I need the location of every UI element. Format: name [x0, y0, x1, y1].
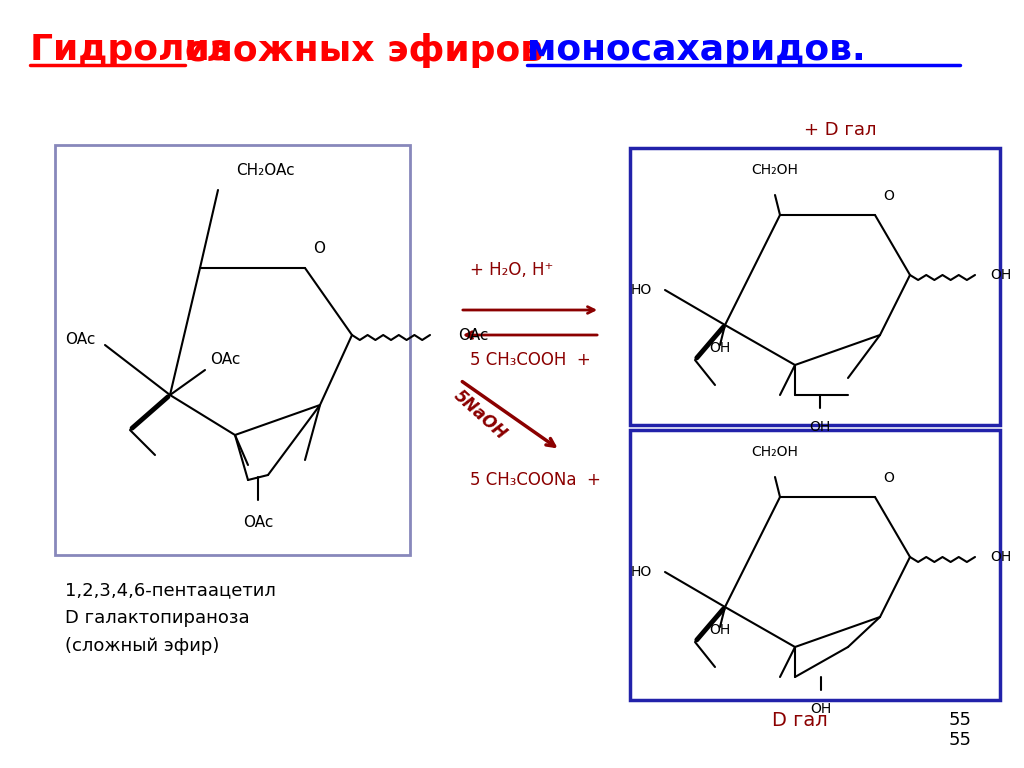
Text: HO: HO [631, 565, 652, 579]
Text: D гал: D гал [772, 710, 827, 730]
Text: 55: 55 [948, 711, 972, 729]
Text: OAc: OAc [65, 333, 95, 347]
Text: D галактопираноза: D галактопираноза [65, 609, 250, 627]
Text: моносахаридов.: моносахаридов. [527, 33, 865, 67]
Text: HO: HO [631, 283, 652, 297]
Text: O: O [313, 241, 325, 256]
Text: + D гал: + D гал [804, 121, 877, 139]
Text: OH: OH [990, 550, 1012, 564]
Text: OAc: OAc [458, 327, 488, 343]
Text: CH₂OH: CH₂OH [752, 163, 799, 177]
Text: 5 CH₃COONa  +: 5 CH₃COONa + [470, 471, 601, 489]
Text: OH: OH [710, 341, 731, 355]
Text: 5NaOH: 5NaOH [450, 386, 510, 443]
Text: OH: OH [810, 702, 831, 716]
Text: (сложный эфир): (сложный эфир) [65, 637, 219, 655]
Text: 5 CH₃COOH  +: 5 CH₃COOH + [470, 351, 591, 369]
Bar [630, 148, 1000, 425]
Text: O: O [883, 189, 894, 203]
Text: 1,2,3,4,6-пентаацетил: 1,2,3,4,6-пентаацетил [65, 581, 275, 599]
Text: O: O [883, 471, 894, 485]
Text: OH: OH [710, 623, 731, 637]
Bar [55, 145, 410, 555]
Text: OAc: OAc [243, 515, 273, 530]
Text: OH: OH [990, 268, 1012, 282]
Text: CH₂OAc: CH₂OAc [236, 163, 295, 178]
Text: Гидролиз: Гидролиз [30, 33, 244, 67]
Text: сложных эфиров: сложных эфиров [185, 32, 556, 68]
Text: + H₂O, H⁺: + H₂O, H⁺ [470, 261, 553, 279]
Bar [630, 430, 1000, 700]
Text: CH₂OH: CH₂OH [752, 445, 799, 459]
Text: 55: 55 [948, 731, 972, 749]
Text: OAc: OAc [210, 353, 241, 368]
Text: OH: OH [809, 420, 830, 434]
